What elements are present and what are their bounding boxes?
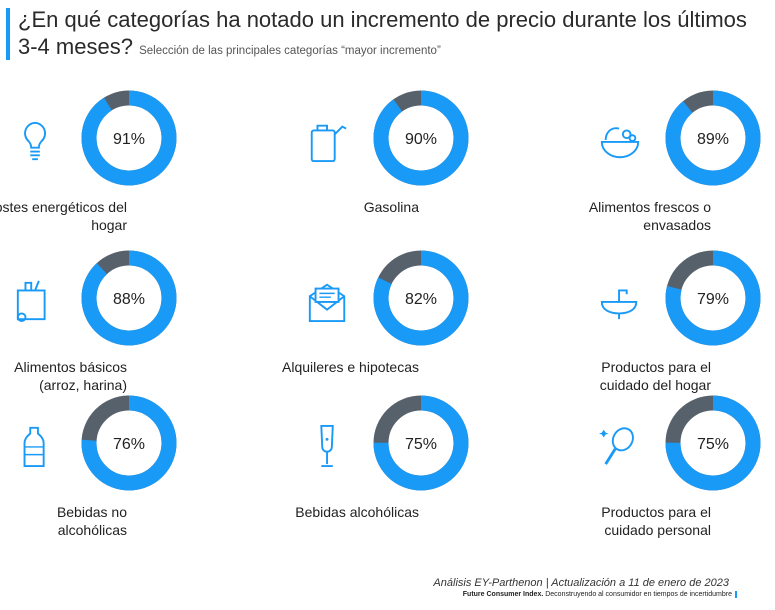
category-label: Costes energéticos del hogar — [0, 198, 127, 234]
donut-chart: 75% — [373, 395, 469, 491]
donut-value-segment — [665, 395, 761, 491]
page-title: ¿En qué categorías ha notado un incremen… — [18, 6, 768, 65]
category-label-line: Productos para el — [601, 504, 711, 520]
lightbulb-icon — [24, 121, 46, 161]
donut-value-segment — [81, 395, 177, 491]
fruit-bowl-icon — [600, 127, 640, 159]
donut-value-label: 89% — [697, 131, 729, 148]
donut-chart: 75% — [665, 395, 761, 491]
donut-value-label: 76% — [113, 436, 145, 453]
donut-value-segment — [81, 250, 177, 346]
category-label-line: Bebidas alcohólicas — [295, 504, 419, 520]
category-label: Bebidas no alcohólicas — [0, 503, 127, 539]
category-label-line: alcohólicas — [57, 522, 127, 538]
champagne-glass-icon — [320, 424, 334, 468]
envelope-icon — [308, 283, 346, 323]
donut-chart: 79% — [665, 250, 761, 346]
donut-chart: 76% — [81, 395, 177, 491]
donut-card: 88% Alimentos básicos (arroz, harina) — [0, 248, 250, 398]
category-label: Alquileres e hipotecas — [219, 358, 419, 376]
brand-name: Future Consumer Index. — [462, 591, 544, 598]
donut-value-segment — [665, 250, 761, 346]
category-label-line: Bebidas no — [56, 504, 127, 520]
category-label-line: Productos para el — [601, 359, 711, 375]
subtitle: Selección de las principales categorías … — [139, 45, 441, 57]
donut-value-label: 90% — [405, 131, 437, 148]
sink-icon — [600, 289, 638, 320]
category-label-line: Costes energéticos del — [0, 199, 127, 215]
category-label: Productos para el cuidado personal — [511, 503, 711, 539]
brand-tagline: Deconstruyendo al consumidor en tiempos … — [545, 591, 732, 598]
donut-card: 90% Gasolina — [292, 88, 542, 238]
category-label: Alimentos frescos o envasados — [511, 198, 711, 234]
category-label-line: Gasolina — [363, 199, 419, 215]
donut-value-segment — [665, 90, 761, 186]
donut-card: 89% Alimentos frescos o envasados — [584, 88, 775, 238]
category-label: Bebidas alcohólicas — [219, 503, 419, 521]
fuel-can-icon — [310, 124, 347, 163]
donut-value-label: 75% — [405, 436, 437, 453]
donut-value-label: 75% — [697, 436, 729, 453]
donut-card: 76% Bebidas no alcohólicas — [0, 393, 250, 543]
donut-card: 82% Alquileres e hipotecas — [282, 248, 542, 398]
grocery-bag-icon — [16, 280, 46, 323]
category-label-line: Alimentos frescos o — [588, 199, 711, 215]
donut-chart: 91% — [81, 90, 177, 186]
donut-card: 79% Productos para el cuidado del hogar — [584, 248, 775, 398]
donut-value-label: 88% — [113, 291, 145, 308]
category-label-line: Alimentos básicos — [14, 359, 127, 375]
category-label-line: (arroz, harina) — [39, 377, 127, 393]
category-label-line: envasados — [643, 217, 711, 233]
title-text: ¿En qué categorías ha notado un incremen… — [18, 7, 747, 59]
donut-card: 91% Costes energéticos del hogar — [0, 88, 250, 238]
donut-value-label: 82% — [405, 291, 437, 308]
category-label: Gasolina — [219, 198, 419, 216]
title-accent-bar — [6, 8, 10, 60]
donut-value-label: 79% — [697, 291, 729, 308]
category-label-line: hogar — [91, 217, 127, 233]
donut-value-segment — [373, 90, 469, 186]
donut-value-segment — [81, 90, 177, 186]
water-bottle-icon — [23, 426, 45, 468]
donut-value-segment — [373, 395, 469, 491]
source-note: Análisis EY-Parthenon | Actualización a … — [433, 577, 729, 589]
category-label-line: Alquileres e hipotecas — [282, 359, 419, 375]
donut-card: 75% Productos para el cuidado personal — [584, 393, 775, 543]
donut-chart: 88% — [81, 250, 177, 346]
category-label: Alimentos básicos (arroz, harina) — [0, 358, 127, 394]
mirror-icon — [598, 427, 634, 465]
donut-chart: 90% — [373, 90, 469, 186]
category-label-line: cuidado del hogar — [599, 377, 711, 393]
donut-chart: 89% — [665, 90, 761, 186]
category-label-line: cuidado personal — [604, 522, 711, 538]
category-label: Productos para el cuidado del hogar — [511, 358, 711, 394]
donut-value-label: 91% — [113, 131, 145, 148]
donut-chart: 82% — [373, 250, 469, 346]
donut-value-segment — [373, 250, 469, 346]
donut-card: 75% Bebidas alcohólicas — [292, 393, 542, 543]
footer-brand: Future Consumer Index. Deconstruyendo al… — [463, 591, 737, 598]
